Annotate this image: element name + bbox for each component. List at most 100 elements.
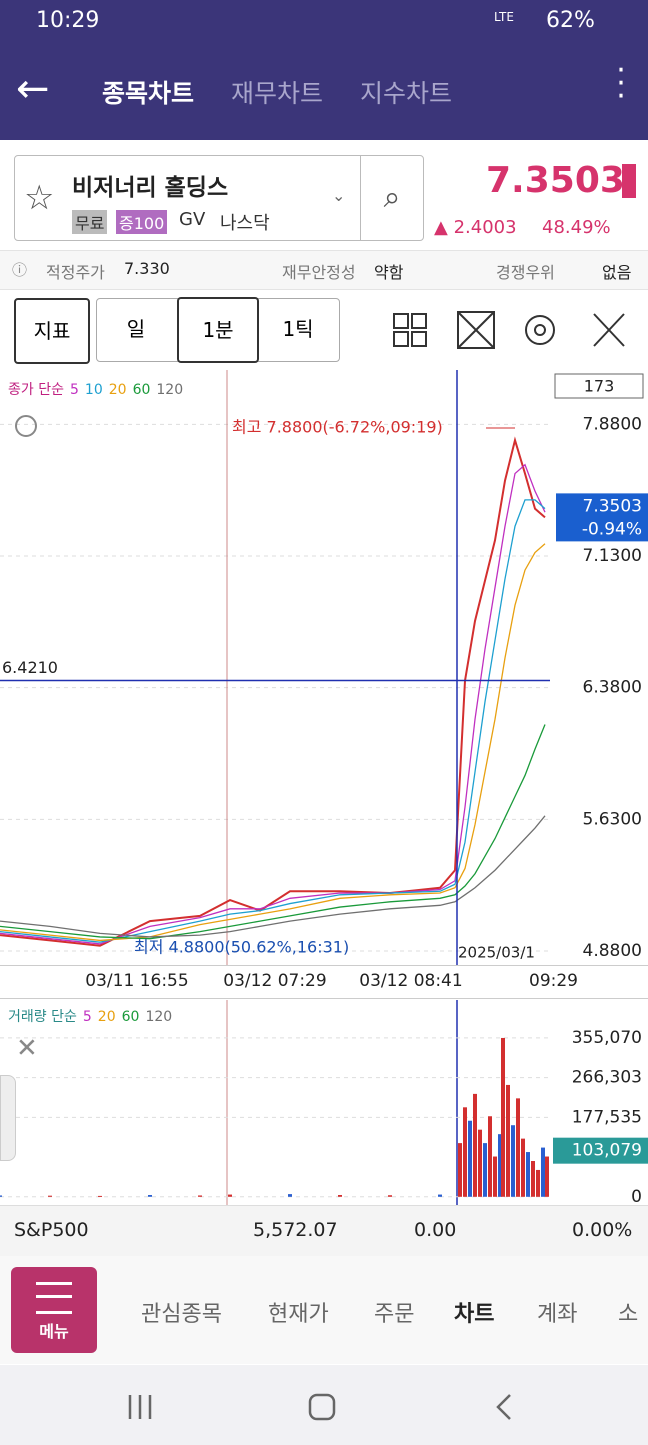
period-button[interactable]: 1틱 xyxy=(282,317,314,341)
legend-entry: 20 xyxy=(109,382,127,398)
home-button[interactable] xyxy=(308,1393,336,1421)
tab[interactable]: 재무차트 xyxy=(231,79,324,108)
volume-bar xyxy=(511,1125,515,1197)
tools-icon[interactable] xyxy=(593,313,625,347)
header xyxy=(0,0,648,140)
menu-label: 메뉴 xyxy=(39,1322,69,1341)
volume-bar xyxy=(531,1161,535,1197)
info-row xyxy=(0,250,648,290)
price-change-pct: 48.49% xyxy=(542,217,611,238)
legend-entry: 120 xyxy=(156,382,183,398)
crosshair-y-label: 6.4210 xyxy=(2,658,58,677)
back-system[interactable] xyxy=(496,1394,511,1420)
series-line xyxy=(0,543,546,942)
volume-bar xyxy=(488,1116,492,1197)
volume-bar xyxy=(526,1152,530,1197)
info-label: 재무안정성 xyxy=(282,263,356,282)
price: 7.3503 xyxy=(486,160,625,201)
low-label: 최저 4.8800(50.62%,16:31) xyxy=(134,938,349,957)
current-box xyxy=(553,1137,648,1164)
tab[interactable]: 지수차트 xyxy=(360,79,453,108)
series-line xyxy=(0,724,546,940)
legend-entry: 5 xyxy=(70,382,79,398)
nav-item-active[interactable]: 차트 xyxy=(454,1302,495,1327)
volume-bar xyxy=(483,1143,487,1197)
dropdown[interactable]: ⌄ xyxy=(332,186,346,205)
legend-entry: 60 xyxy=(133,382,151,398)
stock-box[interactable] xyxy=(14,155,424,241)
back-button[interactable]: ← xyxy=(16,66,50,112)
x-tick-label: 03/11 16:55 xyxy=(85,971,188,991)
recent-apps[interactable] xyxy=(128,1395,152,1419)
nav-item[interactable]: 관심종목 xyxy=(141,1302,222,1327)
status-battery: 62% xyxy=(546,8,595,33)
count-label: 173 xyxy=(584,377,615,396)
tab-active[interactable]: 종목차트 xyxy=(102,79,195,108)
settings-icon[interactable] xyxy=(525,315,555,345)
y-tick-label: 4.8800 xyxy=(583,941,642,961)
volume-bar xyxy=(98,1195,102,1197)
x-tick-label: 09:29 xyxy=(529,971,578,991)
tag: 증100 xyxy=(116,210,168,234)
nav-item[interactable]: 현재가 xyxy=(268,1302,329,1327)
tag: 무료 xyxy=(72,210,108,234)
close-icon: ✕ xyxy=(16,1034,38,1064)
volume-bar xyxy=(506,1084,510,1197)
x-tick-label: 03/12 07:29 xyxy=(223,971,326,991)
stock-name: 비저너리 홀딩스 xyxy=(72,175,229,201)
bottom-nav xyxy=(0,1256,648,1364)
nav-item[interactable]: 주문 xyxy=(374,1302,415,1327)
index-value: 5,572.07 xyxy=(253,1219,338,1241)
current-volume: 103,079 xyxy=(572,1141,642,1161)
expand-icon[interactable] xyxy=(457,311,495,349)
period-button-active[interactable]: 1분 xyxy=(177,297,259,363)
volume-bar xyxy=(468,1120,472,1197)
more-menu[interactable]: · · · xyxy=(616,53,626,114)
crosshair-x-label: 2025/03/1 xyxy=(458,944,535,962)
series-line xyxy=(0,815,546,938)
price-bar xyxy=(622,164,636,198)
x-tick-label: 03/12 08:41 xyxy=(359,971,462,991)
volume-bar xyxy=(198,1195,202,1197)
info-value: 없음 xyxy=(602,263,632,282)
y-tick-label: 266,303 xyxy=(572,1068,642,1088)
info-label: 경쟁우위 xyxy=(496,263,555,282)
volume-bar xyxy=(463,1107,467,1197)
x-axis-bar xyxy=(0,965,648,999)
volume-bar xyxy=(478,1129,482,1197)
nav-item[interactable]: 소 xyxy=(618,1302,639,1327)
zoom-icon[interactable] xyxy=(15,415,37,437)
tool-icons xyxy=(393,311,625,349)
period-button[interactable]: 일 xyxy=(126,317,146,341)
menu-button[interactable] xyxy=(11,1267,97,1353)
volume-bar xyxy=(541,1147,545,1197)
favorite-star[interactable]: ☆ xyxy=(24,178,55,218)
volume-bar xyxy=(228,1194,232,1197)
search-button[interactable]: ⌕ xyxy=(360,155,423,241)
system-buttons xyxy=(128,1393,511,1421)
volume-bar xyxy=(458,1143,462,1197)
layout-icon[interactable] xyxy=(393,313,427,347)
series-line xyxy=(0,463,546,945)
nav-item[interactable]: 계좌 xyxy=(537,1302,578,1327)
volume-bar xyxy=(498,1134,502,1197)
y-tick-label: 355,070 xyxy=(572,1028,642,1048)
legend-entry: 5 xyxy=(83,1009,92,1025)
volume-bar xyxy=(473,1093,477,1197)
indicator-button[interactable]: 지표 xyxy=(14,298,90,364)
y-tick-label: 5.6300 xyxy=(583,809,642,829)
price-change: ▲ 2.4003 xyxy=(434,217,517,238)
system-nav xyxy=(0,1365,648,1445)
tag: GV xyxy=(179,209,206,230)
y-tick-label: 177,535 xyxy=(572,1107,642,1127)
legend-entry: 거래량 단순 xyxy=(8,1009,77,1025)
volume-bar xyxy=(148,1195,152,1197)
legend-entry: 종가 단순 xyxy=(8,382,64,398)
info-value: 약함 xyxy=(374,263,404,282)
help-icon[interactable]: ⓘ xyxy=(12,261,28,279)
index-name: S&P500 xyxy=(14,1219,89,1241)
current-change: -0.94% xyxy=(582,519,642,539)
side-handle[interactable] xyxy=(0,1075,16,1161)
volume-bar xyxy=(48,1195,52,1197)
